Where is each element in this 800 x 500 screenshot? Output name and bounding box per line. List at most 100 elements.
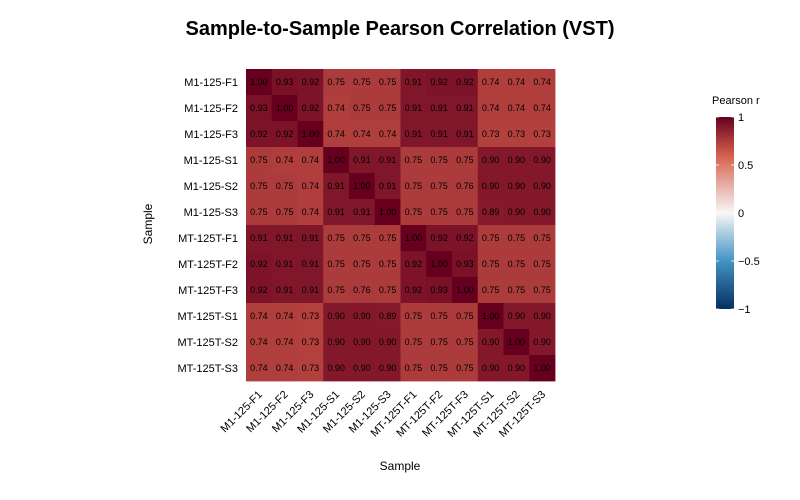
heatmap-cell-value: 0.75 bbox=[482, 259, 500, 269]
heatmap-cell bbox=[271, 69, 298, 96]
heatmap-cell bbox=[503, 69, 530, 96]
heatmap-cell-value: 0.90 bbox=[533, 337, 551, 347]
heatmap-cell bbox=[477, 69, 504, 96]
heatmap-cell-value: 0.92 bbox=[250, 259, 268, 269]
heatmap-cell-value: 0.73 bbox=[302, 363, 320, 373]
heatmap-cell bbox=[246, 329, 273, 356]
heatmap-cell-value: 0.74 bbox=[508, 103, 526, 113]
heatmap-cell-value: 0.75 bbox=[430, 311, 448, 321]
heatmap-cell-value: 0.91 bbox=[276, 285, 294, 295]
heatmap-cell bbox=[503, 121, 530, 148]
heatmap-cell-value: 0.90 bbox=[533, 207, 551, 217]
heatmap-cell bbox=[400, 225, 427, 252]
heatmap-cell-value: 0.75 bbox=[482, 285, 500, 295]
heatmap-cell-value: 0.74 bbox=[276, 311, 294, 321]
legend-title: Pearson r bbox=[712, 95, 760, 107]
heatmap-cell bbox=[297, 225, 324, 252]
heatmap-cell bbox=[452, 69, 479, 96]
row-tick-label: MT-125T-F2 bbox=[178, 259, 238, 271]
heatmap-cell-value: 0.73 bbox=[482, 129, 500, 139]
heatmap-cell bbox=[503, 277, 530, 304]
heatmap-cell-value: 0.90 bbox=[533, 311, 551, 321]
heatmap-cell bbox=[477, 277, 504, 304]
heatmap-cell bbox=[400, 199, 427, 226]
heatmap-cell-value: 0.75 bbox=[405, 337, 423, 347]
heatmap-cell bbox=[503, 251, 530, 278]
heatmap-cell bbox=[323, 251, 350, 278]
heatmap-cell bbox=[246, 121, 273, 148]
heatmap-cell bbox=[246, 147, 273, 174]
heatmap-cell-value: 0.74 bbox=[508, 77, 526, 87]
heatmap-cell bbox=[246, 199, 273, 226]
heatmap-cell-value: 0.75 bbox=[533, 285, 551, 295]
legend-ticks: 1 0.5 0 −0.5 −1 bbox=[716, 112, 760, 316]
heatmap-cell bbox=[529, 303, 556, 330]
heatmap-cell-value: 0.74 bbox=[250, 337, 268, 347]
heatmap-cell bbox=[426, 251, 453, 278]
heatmap-cell bbox=[323, 69, 350, 96]
heatmap-cell-value: 1.00 bbox=[327, 155, 345, 165]
heatmap-cell bbox=[374, 303, 401, 330]
heatmap-cell-value: 0.76 bbox=[353, 285, 371, 295]
heatmap-cell bbox=[349, 303, 376, 330]
heatmap-cell bbox=[297, 95, 324, 122]
heatmap-cell bbox=[349, 147, 376, 174]
heatmap-cell bbox=[349, 355, 376, 382]
heatmap-cell bbox=[297, 199, 324, 226]
legend-tick-label: 0.5 bbox=[738, 160, 753, 172]
heatmap-cell bbox=[452, 329, 479, 356]
heatmap-cell bbox=[400, 277, 427, 304]
heatmap-cell-value: 0.91 bbox=[405, 129, 423, 139]
heatmap-cell bbox=[323, 199, 350, 226]
heatmap-cell-value: 0.74 bbox=[327, 129, 345, 139]
heatmap-cell-value: 0.90 bbox=[353, 363, 371, 373]
heatmap-cell-value: 0.92 bbox=[250, 129, 268, 139]
heatmap-cell-value: 0.73 bbox=[508, 129, 526, 139]
heatmap-cell-value: 0.74 bbox=[276, 155, 294, 165]
heatmap-cell bbox=[503, 173, 530, 200]
heatmap-cell bbox=[323, 121, 350, 148]
heatmap-cell bbox=[477, 95, 504, 122]
heatmap-cell-value: 0.90 bbox=[379, 363, 397, 373]
heatmap-cell-value: 0.75 bbox=[250, 181, 268, 191]
heatmap-cell bbox=[374, 95, 401, 122]
heatmap-cell bbox=[426, 355, 453, 382]
heatmap-cell-value: 1.00 bbox=[302, 129, 320, 139]
heatmap-cell-value: 0.75 bbox=[276, 181, 294, 191]
heatmap-cell bbox=[297, 355, 324, 382]
heatmap-cell bbox=[374, 225, 401, 252]
heatmap-cell-value: 1.00 bbox=[353, 181, 371, 191]
row-tick-label: M1-125-F2 bbox=[184, 103, 238, 115]
heatmap-cell-value: 0.75 bbox=[276, 207, 294, 217]
row-tick-label: M1-125-F3 bbox=[184, 129, 238, 141]
heatmap-cell bbox=[374, 173, 401, 200]
heatmap-cell-value: 0.75 bbox=[379, 285, 397, 295]
legend-color-bar bbox=[716, 117, 734, 309]
heatmap-cell-value: 0.90 bbox=[482, 363, 500, 373]
row-tick-label: MT-125T-S2 bbox=[177, 337, 238, 349]
heatmap-cell bbox=[400, 69, 427, 96]
heatmap-cell bbox=[529, 355, 556, 382]
heatmap-cell-value: 0.75 bbox=[430, 337, 448, 347]
heatmap-cell-value: 0.91 bbox=[276, 259, 294, 269]
y-axis-title: Sample bbox=[141, 203, 155, 244]
heatmap-cell bbox=[426, 121, 453, 148]
row-tick-labels: M1-125-F1 M1-125-F2 M1-125-F3 M1-125-S1 M1-1… bbox=[177, 77, 238, 375]
heatmap-cell-value: 0.75 bbox=[456, 363, 474, 373]
heatmap-cell-value: 0.91 bbox=[302, 285, 320, 295]
heatmap-cell-value: 1.00 bbox=[430, 259, 448, 269]
heatmap-cell-value: 0.91 bbox=[379, 155, 397, 165]
heatmap-cell bbox=[529, 147, 556, 174]
heatmap-cell bbox=[297, 329, 324, 356]
heatmap-cell bbox=[503, 95, 530, 122]
heatmap-cell bbox=[529, 329, 556, 356]
heatmap-cell-value: 0.90 bbox=[508, 207, 526, 217]
heatmap-cell-value: 0.75 bbox=[533, 233, 551, 243]
heatmap-cell bbox=[323, 147, 350, 174]
heatmap-cell bbox=[477, 121, 504, 148]
heatmap-cell-value: 0.90 bbox=[353, 337, 371, 347]
heatmap-cell bbox=[477, 147, 504, 174]
heatmap-cell-value: 0.75 bbox=[456, 155, 474, 165]
row-tick-label: M1-125-S1 bbox=[184, 155, 238, 167]
heatmap-cell bbox=[271, 251, 298, 278]
